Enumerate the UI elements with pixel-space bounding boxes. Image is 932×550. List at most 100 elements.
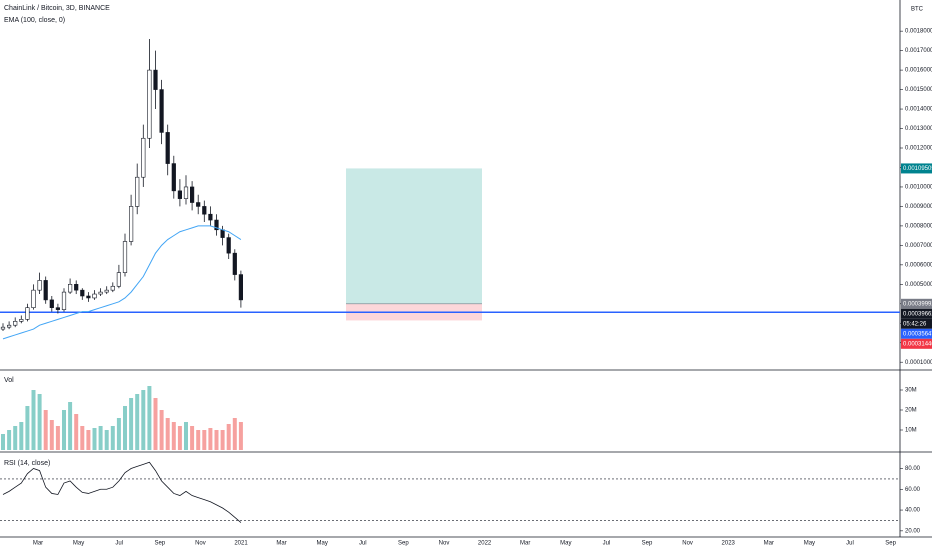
ema-line [2,225,242,340]
volume-bar [135,394,140,450]
candle-body [232,252,237,275]
time-label: Sep [398,541,409,547]
y-tick-label: 0.00080000 [905,223,932,229]
candle-body [153,69,158,90]
time-label: Nov [682,541,693,547]
price-badge [901,318,932,329]
candle-body [7,324,12,328]
volume-bar [92,428,97,450]
time-label: 2023 [722,541,736,547]
volume-bar [37,394,42,450]
volume-bar [159,410,164,450]
volume-bar [104,430,109,450]
candle-body [238,274,244,301]
price-badge [901,308,932,319]
volume-bar [7,430,12,450]
candle-body [43,280,48,301]
volume-bar [190,426,195,450]
y-tick-label: 40.00 [905,508,921,514]
price-badge-label: 0.00039662 [903,311,932,317]
y-tick-label: 0.00170000 [905,48,932,54]
time-label: Jul [846,541,854,547]
candle-body [177,190,183,199]
y-tick-label: 0.00090000 [905,204,932,210]
candle-body [202,206,207,215]
volume-bar [196,430,201,450]
candle-body [19,319,24,322]
volume-bar [110,426,115,450]
candle-body [49,299,54,308]
volume-bar [129,398,134,450]
volume-bar [153,398,158,450]
time-label: Mar [520,541,530,547]
y-tick-label: 0.00050000 [905,282,932,288]
candle-body [190,186,195,203]
candle-body [86,295,91,299]
time-label: May [73,541,84,547]
price-badge-label: 0.00031446 [903,341,932,347]
candle-body [55,307,60,310]
price-badge [901,328,932,339]
volume-bar [55,426,60,450]
symbol-title: ChainLink / Bitcoin, 3D, BINANCE [4,5,110,12]
time-label: Sep [642,541,653,547]
volume-bar [184,422,188,450]
ema-legend: EMA (100, close, 0) [4,17,65,24]
price-badge-label: 0.00035647 [903,331,932,337]
y-tick-label: 20.00 [905,528,921,534]
price-badge-label: 0.00109505 [903,166,932,172]
volume-bar [74,414,79,450]
rsi-line [2,461,242,523]
volume-bar [86,430,91,450]
candle-body [208,213,213,221]
time-label: 2021 [234,541,248,547]
y-tick-label: 10M [905,428,917,434]
price-badge-label: 0.00039992 [903,301,932,307]
candle-body [37,280,42,291]
time-label: Jul [359,541,367,547]
y-tick-label: 0.00070000 [905,243,932,249]
price-badge [901,338,932,349]
candle-body [141,137,146,178]
time-label: Mar [33,541,43,547]
time-label: May [560,541,571,547]
volume-bar [80,426,85,450]
candle-body [80,289,85,297]
y-tick-label: 0.00010000 [905,360,932,366]
volume-bar [220,430,225,450]
candle-body [159,89,164,133]
volume-bar [141,390,146,450]
volume-bar [147,386,152,450]
volume-bar [31,390,36,450]
volume-bar [208,428,213,450]
price-badge [901,163,932,174]
volume-bar [49,420,54,450]
volume-bar [226,424,231,450]
y-tick-label: 0.00140000 [905,107,932,113]
y-tick-label: 0.00130000 [905,126,932,132]
currency-label: BTC [911,7,924,13]
candle-body [110,285,115,291]
candle-body [31,289,36,308]
volume-bar [123,406,127,450]
volume-bar [232,418,237,450]
time-label: 2022 [478,541,492,547]
volume-bar [1,434,5,450]
candle-body [129,206,134,242]
volume-bar [13,426,18,450]
candle-body [165,132,170,164]
candle-body [74,284,79,291]
volume-bar [43,410,48,450]
candle-body [116,272,121,287]
y-tick-label: 0.00060000 [905,262,932,268]
volume-bar [171,422,176,450]
time-label: Nov [195,541,206,547]
time-label: Mar [276,541,286,547]
candle-body [171,163,176,192]
candle-body [98,291,103,295]
volume-bar [177,426,182,450]
candle-body [68,284,73,293]
candle-body [61,291,67,310]
candle-body [92,293,97,299]
